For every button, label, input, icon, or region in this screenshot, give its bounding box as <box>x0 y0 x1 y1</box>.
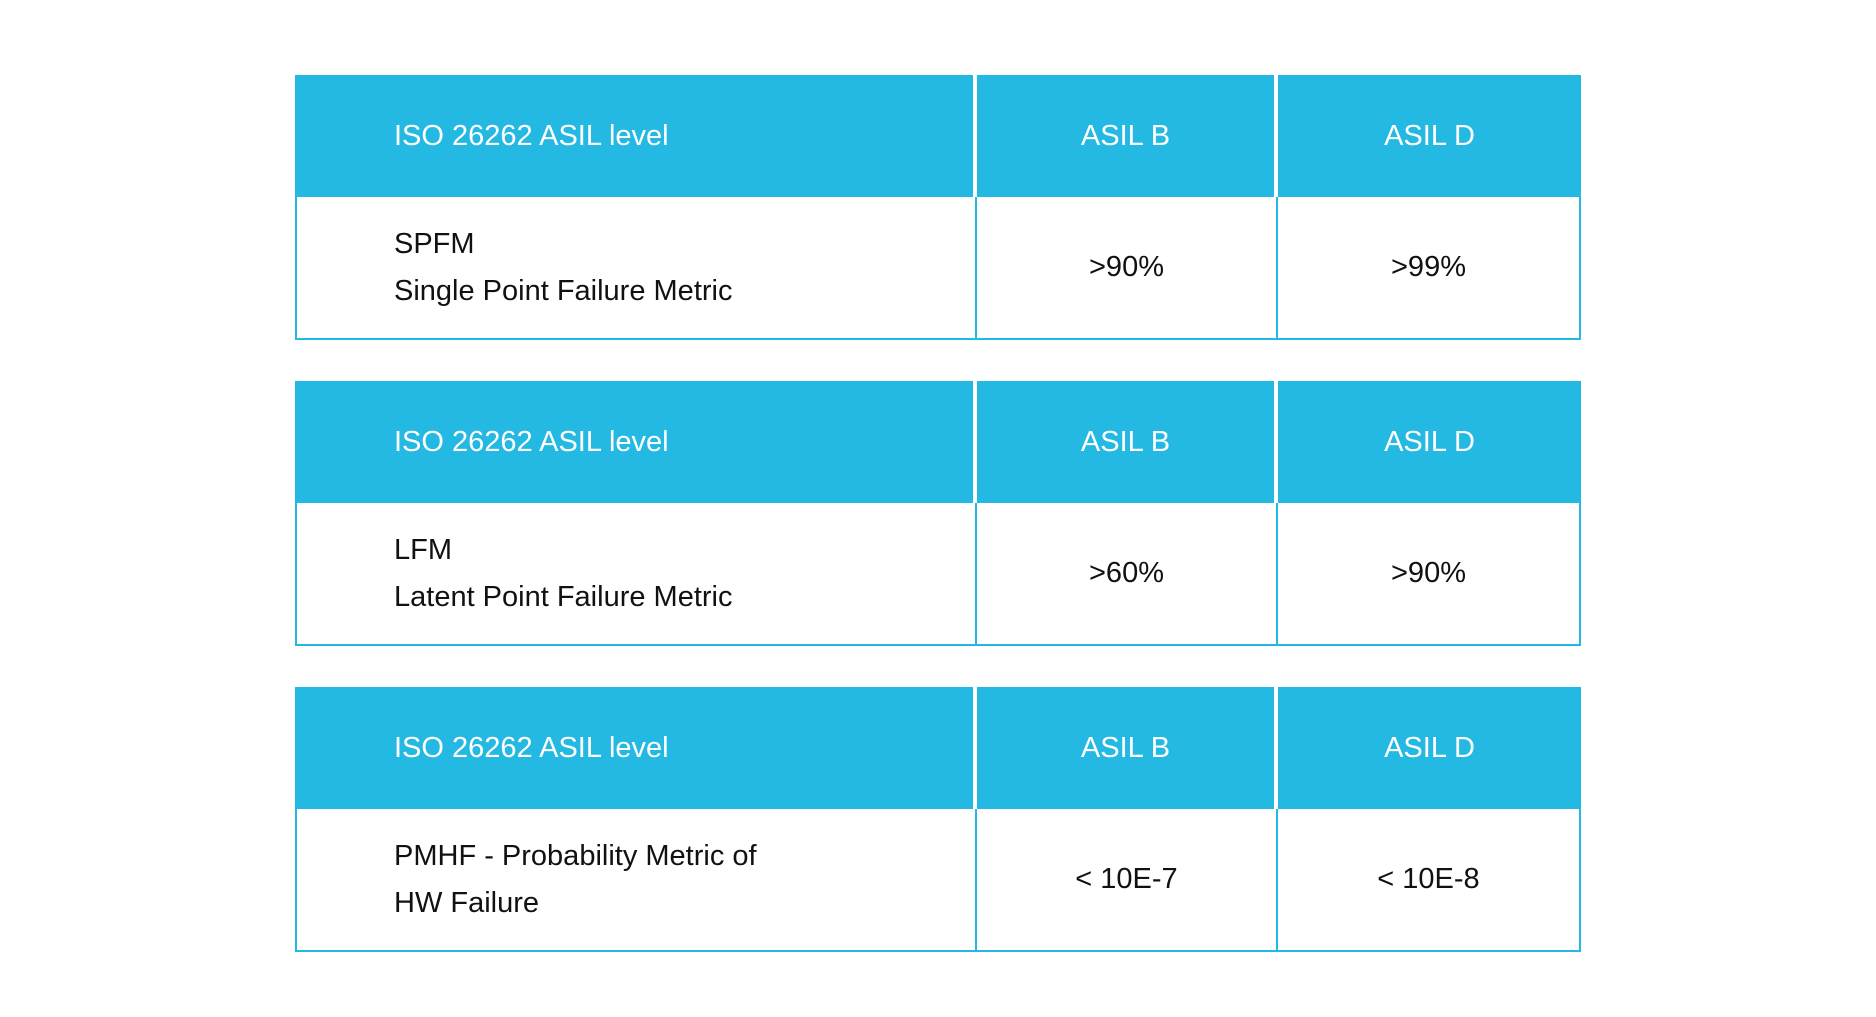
asil-b-value-cell: >60% <box>977 503 1278 646</box>
metric-name-cell: SPFM Single Point Failure Metric <box>295 197 977 340</box>
asil-d-value-cell: >99% <box>1278 197 1581 340</box>
spfm-table: ISO 26262 ASIL level ASIL B ASIL D SPFM … <box>295 75 1581 340</box>
asil-d-value-cell: < 10E-8 <box>1278 809 1581 952</box>
metric-name-text: PMHF - Probability Metric of HW Failure <box>394 833 757 927</box>
column-header-asil-d: ASIL D <box>1278 687 1581 809</box>
column-header-asil-d: ASIL D <box>1278 75 1581 197</box>
column-header-iso-asil-level: ISO 26262 ASIL level <box>295 687 977 809</box>
asil-b-value-cell: < 10E-7 <box>977 809 1278 952</box>
column-header-iso-asil-level: ISO 26262 ASIL level <box>295 381 977 503</box>
metric-name-cell: LFM Latent Point Failure Metric <box>295 503 977 646</box>
column-header-asil-b: ASIL B <box>977 687 1278 809</box>
column-header-asil-d: ASIL D <box>1278 381 1581 503</box>
metric-full-name: Single Point Failure Metric <box>394 274 733 307</box>
asil-metrics-slide: ISO 26262 ASIL level ASIL B ASIL D SPFM … <box>295 75 1581 993</box>
metric-abbreviation: LFM <box>394 533 452 566</box>
metric-full-name: Latent Point Failure Metric <box>394 580 733 613</box>
metric-name-line2: HW Failure <box>394 886 540 919</box>
metric-name-text: LFM Latent Point Failure Metric <box>394 527 732 621</box>
column-header-asil-b: ASIL B <box>977 75 1278 197</box>
asil-b-value-cell: >90% <box>977 197 1278 340</box>
pmhf-table: ISO 26262 ASIL level ASIL B ASIL D PMHF … <box>295 687 1581 952</box>
lfm-table: ISO 26262 ASIL level ASIL B ASIL D LFM L… <box>295 381 1581 646</box>
metric-abbreviation: SPFM <box>394 227 475 260</box>
metric-name-cell: PMHF - Probability Metric of HW Failure <box>295 809 977 952</box>
asil-d-value-cell: >90% <box>1278 503 1581 646</box>
metric-name-text: SPFM Single Point Failure Metric <box>394 221 732 315</box>
column-header-iso-asil-level: ISO 26262 ASIL level <box>295 75 977 197</box>
column-header-asil-b: ASIL B <box>977 381 1278 503</box>
metric-name-line1: PMHF - Probability Metric of <box>394 839 757 872</box>
